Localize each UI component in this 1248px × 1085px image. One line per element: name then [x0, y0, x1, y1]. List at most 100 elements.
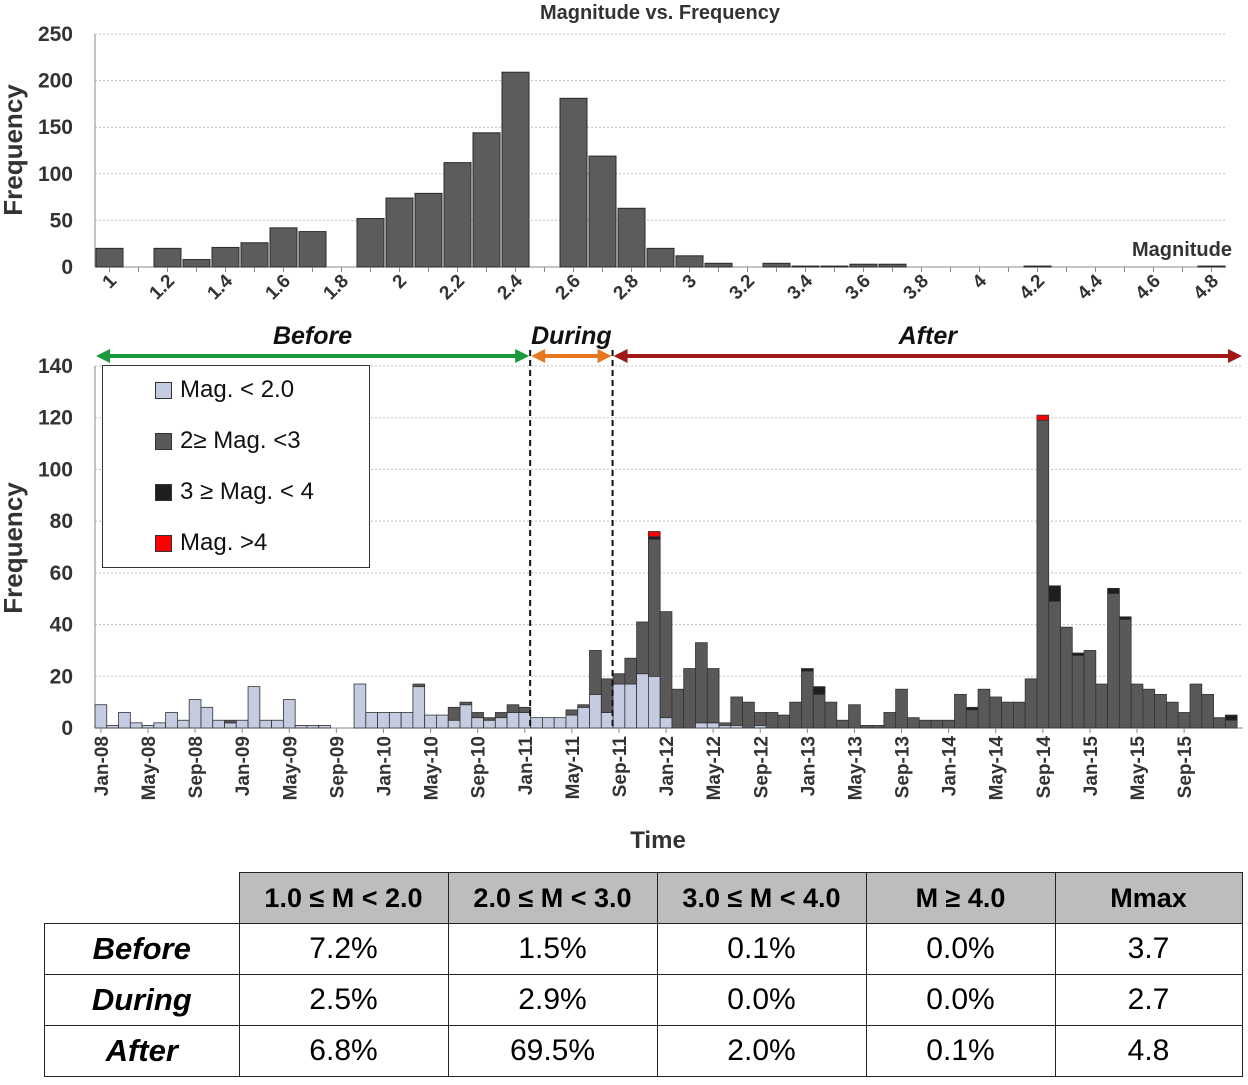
histogram-bar [443, 162, 472, 268]
stacked-bar-segment [836, 719, 849, 729]
y-tick-label: 80 [50, 510, 73, 533]
histogram-bar [1023, 265, 1052, 268]
stacked-bar-segment [436, 714, 449, 729]
stacked-bar-segment [636, 673, 649, 729]
histogram-bar [820, 265, 849, 268]
x-tick-label: May-12 [704, 736, 725, 800]
stacked-bar-segment [1224, 714, 1238, 721]
stacked-bar-segment [1177, 712, 1191, 729]
stacked-bar-segment [494, 717, 508, 729]
stacked-bar-segment [259, 719, 273, 729]
stacked-bar-segment [235, 719, 249, 729]
histogram-bar [153, 247, 182, 268]
stacked-bar-segment [129, 722, 143, 729]
x-tick-label: 1.4 [204, 270, 238, 304]
table-cell: 2.5% [238, 974, 449, 1026]
x-tick-label: Sep-12 [751, 736, 772, 798]
histogram-bar [675, 255, 704, 268]
x-axis-title: Magnitude [1132, 239, 1232, 261]
x-axis-title: Time [630, 827, 686, 854]
x-tick-label: May-14 [987, 736, 1008, 801]
stacked-bar-segment [1166, 701, 1179, 729]
stacked-bar-segment [907, 717, 920, 729]
y-tick-label: 250 [38, 23, 73, 46]
stacked-bar-segment [1118, 616, 1132, 620]
legend-item-mag-3-4: 3 ≥ Mag. < 4 [155, 478, 314, 506]
histogram-bar [878, 263, 907, 268]
table-cell: 3.7 [1054, 923, 1243, 975]
histogram-bar [646, 247, 675, 268]
stacked-bar-segment [965, 709, 979, 729]
y-tick-label: 0 [61, 717, 73, 740]
stacked-bar-segment [365, 712, 378, 729]
period-label: During [531, 322, 612, 350]
stacked-bar-segment [647, 531, 661, 538]
y-tick-label: 100 [38, 458, 73, 481]
table-cell: 0.1% [656, 923, 867, 975]
x-tick-label: May-15 [1128, 736, 1149, 801]
stacked-bar-segment [542, 717, 555, 729]
stacked-bar-segment [1130, 683, 1144, 729]
table-cell: 0.0% [656, 974, 867, 1026]
legend-swatch-mag-3-4 [155, 483, 172, 501]
period-label: Before [273, 322, 352, 350]
y-tick-label: 150 [38, 116, 73, 139]
x-tick-label: 3.8 [900, 271, 934, 305]
x-tick-label: 3 [679, 271, 701, 293]
y-tick-label: 60 [50, 562, 73, 585]
table-cell: 69.5% [447, 1025, 658, 1077]
x-tick-label: Sep-08 [186, 736, 207, 798]
stacked-bar-segment [459, 701, 473, 706]
stacked-bar-segment [1154, 693, 1167, 729]
x-tick-label: Sep-10 [469, 736, 490, 798]
stacked-bar-segment [1083, 650, 1097, 729]
x-tick-label: May-10 [422, 736, 443, 800]
x-tick-label: Jan-12 [657, 736, 678, 796]
x-tick-label: 1.6 [262, 271, 296, 305]
x-tick-label: 3.4 [784, 270, 818, 304]
table-cell: 7.2% [238, 923, 449, 975]
y-tick-label: 50 [50, 209, 73, 232]
legend-item-mag-gt-4: Mag. >4 [155, 529, 267, 557]
stacked-bar-segment [742, 701, 755, 729]
stacked-bar-segment [447, 719, 461, 729]
histogram-bar [791, 265, 820, 268]
stacked-bar-segment [683, 668, 696, 729]
histogram-bar [95, 247, 124, 268]
stacked-bar-segment [777, 714, 791, 729]
x-tick-label: May-11 [563, 736, 584, 800]
arrowhead-left [613, 349, 628, 363]
x-tick-label: Sep-13 [893, 736, 914, 798]
x-tick-label: 4.2 [1016, 271, 1050, 305]
row-label-before: Before [44, 923, 240, 975]
stacked-bar-segment [600, 678, 614, 713]
table-header: M ≥ 4.0 [865, 872, 1056, 924]
histogram-bar [472, 132, 501, 268]
legend-swatch-mag-gt-4 [155, 534, 172, 552]
x-tick-label: May-08 [139, 736, 160, 800]
stacked-bar-segment [577, 704, 590, 708]
x-tick-label: 4.6 [1132, 271, 1166, 305]
stacked-bar-segment [153, 722, 167, 729]
x-tick-label: 1.8 [320, 271, 354, 305]
stacked-bar-segment [1118, 618, 1132, 729]
histogram-bar [762, 262, 791, 268]
table-row: Before 7.2% 1.5% 0.1% 0.0% 3.7 [44, 923, 1243, 975]
stacked-bar-segment [494, 712, 508, 719]
stacked-bar-segment [424, 714, 437, 729]
histogram-bar [211, 246, 240, 268]
table-cell: 2.0% [656, 1025, 867, 1077]
stacked-bar-segment [753, 712, 767, 726]
stacked-bar-segment [1071, 652, 1085, 656]
stacked-bar-segment [871, 725, 885, 729]
table-header: 1.0 ≤ M < 2.0 [238, 872, 449, 924]
stacked-bar-segment [377, 712, 390, 729]
stacked-bar-segment [565, 709, 579, 716]
stacked-bar-segment [318, 725, 331, 729]
stacked-bar-segment [400, 712, 414, 729]
histogram-bar [356, 218, 385, 268]
stacked-bar-segment [471, 717, 484, 729]
stacked-bar-segment [706, 668, 720, 724]
x-tick-label: Jan-11 [516, 736, 537, 796]
stacked-bar-segment [989, 696, 1003, 729]
